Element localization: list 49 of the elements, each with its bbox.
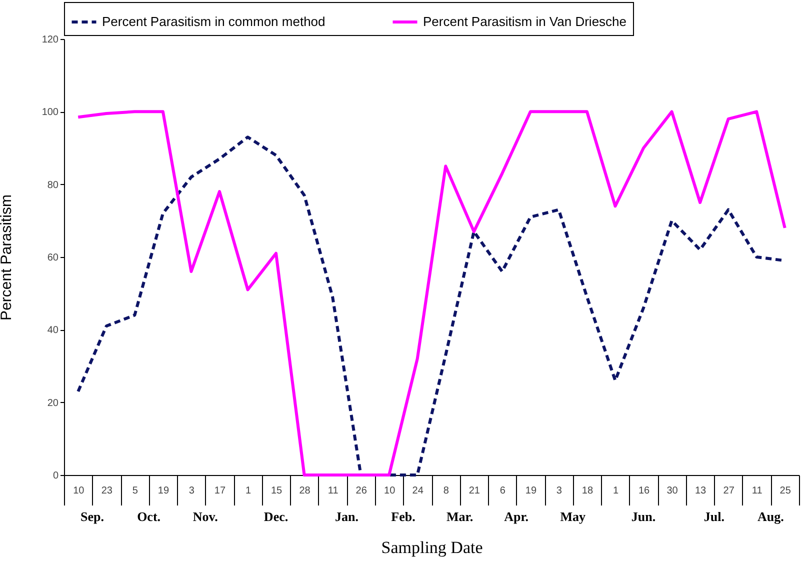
y-axis-title: Percent Parasitism <box>0 194 15 320</box>
y-tick-label: 40 <box>47 325 59 336</box>
y-tick-label: 120 <box>42 34 59 46</box>
x-tick-label: 30 <box>666 486 678 496</box>
x-tick-label: 16 <box>638 486 650 496</box>
x-tick-label: 23 <box>101 486 113 496</box>
text: Sep. <box>80 509 104 524</box>
text: Jan. <box>334 509 358 524</box>
x-tick-label: 13 <box>694 486 707 496</box>
x-tick-label: 24 <box>412 486 424 496</box>
x-tick-label: 18 <box>582 486 594 496</box>
x-tick-label: 19 <box>158 486 170 496</box>
x-tick-label: 21 <box>468 486 480 496</box>
x-tick-label: 10 <box>73 486 85 496</box>
text: Dec. <box>264 509 288 524</box>
text: Jul. <box>704 509 724 524</box>
x-tick-label: 8 <box>443 486 450 496</box>
text: May <box>560 509 586 524</box>
x-tick-label: 6 <box>500 486 506 496</box>
x-tick-label: 25 <box>780 486 792 496</box>
y-tick-label: 20 <box>47 398 59 409</box>
x-tick-label: 19 <box>525 486 537 496</box>
legend-label: Percent Parasitism in common method <box>102 14 326 29</box>
x-tick-label: 17 <box>214 486 226 496</box>
x-tick-label: 1 <box>245 486 252 496</box>
text: Apr. <box>504 509 529 524</box>
text: Aug. <box>758 509 784 524</box>
legend-label: Percent Parasitism in Van Driesche <box>423 14 627 29</box>
text: Jun. <box>631 509 656 524</box>
y-tick-label: 100 <box>42 107 59 118</box>
text: Nov. <box>192 509 218 524</box>
y-tick-label: 0 <box>52 470 59 482</box>
x-tick-label: 5 <box>132 486 138 496</box>
x-tick-label: 15 <box>270 486 283 496</box>
x-tick-label: 11 <box>328 486 339 496</box>
text: Feb. <box>391 509 416 524</box>
y-tick-label: 60 <box>47 252 59 264</box>
text: Mar. <box>446 509 474 524</box>
text: Oct. <box>137 509 161 524</box>
x-tick-label: 27 <box>723 486 735 496</box>
x-tick-label: 3 <box>188 486 195 496</box>
x-tick-label: 1 <box>612 486 619 496</box>
x-axis-title: Sampling Date <box>381 538 483 557</box>
y-tick-label: 80 <box>47 180 59 191</box>
x-tick-label: 3 <box>556 486 562 496</box>
x-tick-label: 26 <box>356 486 368 496</box>
x-tick-label: 11 <box>752 486 763 496</box>
x-tick-label: 10 <box>384 486 396 496</box>
x-tick-label: 28 <box>299 486 311 496</box>
